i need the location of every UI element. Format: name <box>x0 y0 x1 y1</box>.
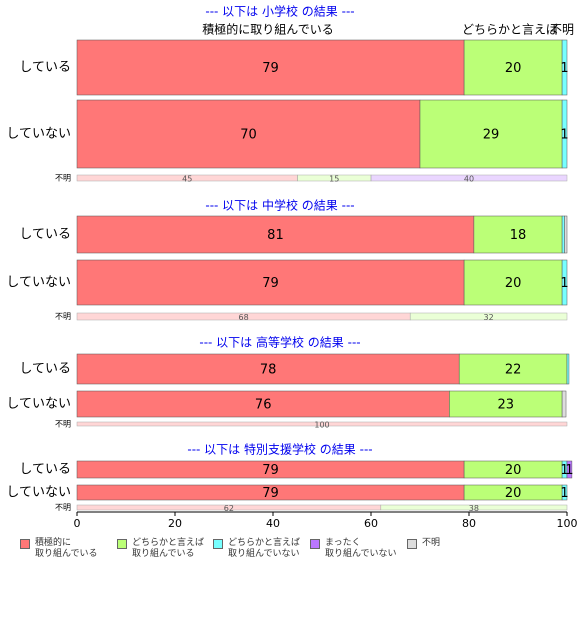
row-label: 不明 <box>55 312 71 321</box>
x-tick-label: 100 <box>557 517 578 530</box>
panel-title: --- 以下は 小学校 の結果 --- <box>205 4 354 19</box>
x-tick-label: 60 <box>364 517 378 530</box>
row-label: していない <box>6 127 71 142</box>
row-label: している <box>19 462 71 477</box>
value-label: 1 <box>560 463 568 478</box>
column-header: 不明 <box>550 23 574 37</box>
bar-segment <box>449 390 563 418</box>
column-header: どちらかと言えば <box>462 23 558 37</box>
legend-label: どちらかと言えば 取り組んでいる <box>132 538 205 559</box>
value-label: 1 <box>560 276 568 291</box>
bar-segment <box>564 215 568 254</box>
row-label: している <box>19 60 71 75</box>
row-label: している <box>19 227 71 242</box>
bar-segment <box>463 39 563 96</box>
legend-swatch <box>213 539 223 549</box>
legend-label: 積極的に 取り組んでいる <box>35 538 98 559</box>
value-label: 81 <box>267 228 284 243</box>
value-label: 100 <box>314 421 329 430</box>
x-tick-label: 20 <box>168 517 182 530</box>
value-label: 1 <box>565 463 573 478</box>
legend-label: どちらかと言えば 取り組んでいない <box>228 538 301 559</box>
value-label: 70 <box>240 128 257 143</box>
bar-segment <box>561 484 568 501</box>
value-label: 40 <box>464 175 474 184</box>
legend-label: 不明 <box>422 538 441 548</box>
bar-segment <box>561 39 568 96</box>
bar-segment <box>566 460 573 479</box>
bar-segment <box>76 390 450 418</box>
bar-segment <box>561 259 568 306</box>
bar-segment <box>566 353 570 385</box>
row-label: していない <box>6 485 71 500</box>
value-label: 62 <box>224 504 234 513</box>
bar-segment <box>76 99 421 169</box>
row-label: していない <box>6 275 71 290</box>
bar-segment <box>380 504 568 511</box>
bar-segment <box>76 39 465 96</box>
value-label: 29 <box>483 128 500 143</box>
legend-label: まったく 取り組んでいない <box>325 538 397 559</box>
value-label: 1 <box>560 128 568 143</box>
bar-segment <box>419 99 563 169</box>
value-label: 1 <box>560 486 568 501</box>
legend-item: まったく 取り組んでいない <box>310 538 397 560</box>
bar-segment <box>409 312 568 321</box>
row-label: 不明 <box>55 420 71 429</box>
value-label: 45 <box>182 175 192 184</box>
panel-title: --- 以下は 中学校 の結果 --- <box>205 198 354 213</box>
legend-item: どちらかと言えば 取り組んでいる <box>117 538 204 560</box>
legend-swatch <box>20 539 30 549</box>
x-tick-label: 0 <box>74 517 81 530</box>
value-label: 15 <box>329 175 339 184</box>
bar-segment <box>561 99 568 169</box>
legend-item: 積極的に 取り組んでいる <box>20 538 98 560</box>
bar-segment <box>561 390 567 418</box>
legend-swatch <box>117 539 127 549</box>
bar-segment <box>458 353 568 385</box>
value-label: 32 <box>484 313 494 322</box>
value-label: 20 <box>505 276 522 291</box>
row-label: 不明 <box>55 503 71 512</box>
bar-segment <box>76 215 475 254</box>
bar-segment <box>463 259 563 306</box>
legend-item: どちらかと言えば 取り組んでいない <box>213 538 300 560</box>
row-label: していない <box>6 397 71 412</box>
value-label: 79 <box>262 61 279 76</box>
value-label: 20 <box>505 463 522 478</box>
row-label: 不明 <box>55 174 71 183</box>
panel-title: --- 以下は 特別支援学校 の結果 --- <box>187 442 372 457</box>
value-label: 76 <box>255 398 272 413</box>
x-tick-label: 40 <box>266 517 280 530</box>
value-label: 79 <box>262 463 279 478</box>
value-label: 79 <box>262 276 279 291</box>
value-label: 22 <box>505 363 522 378</box>
column-header: 積極的に取り組んでいる <box>202 22 333 37</box>
legend-swatch <box>407 539 417 549</box>
bar-segment <box>370 174 568 182</box>
bar-segment <box>473 215 563 254</box>
value-label: 79 <box>262 486 279 501</box>
value-label: 20 <box>505 486 522 501</box>
value-label: 38 <box>469 504 479 513</box>
bar-segment <box>561 215 565 254</box>
row-label: している <box>19 362 71 377</box>
panel-title: --- 以下は 高等学校 の結果 --- <box>199 335 360 350</box>
legend-swatch <box>310 539 320 549</box>
value-label: 20 <box>505 61 522 76</box>
x-tick-label: 80 <box>462 517 476 530</box>
value-label: 78 <box>260 363 277 378</box>
bar-segment <box>76 421 568 427</box>
value-label: 68 <box>239 313 249 322</box>
value-label: 18 <box>510 228 527 243</box>
value-label: 23 <box>497 398 514 413</box>
value-label: 1 <box>560 61 568 76</box>
bar-segment <box>76 353 460 385</box>
legend-item: 不明 <box>407 538 440 549</box>
